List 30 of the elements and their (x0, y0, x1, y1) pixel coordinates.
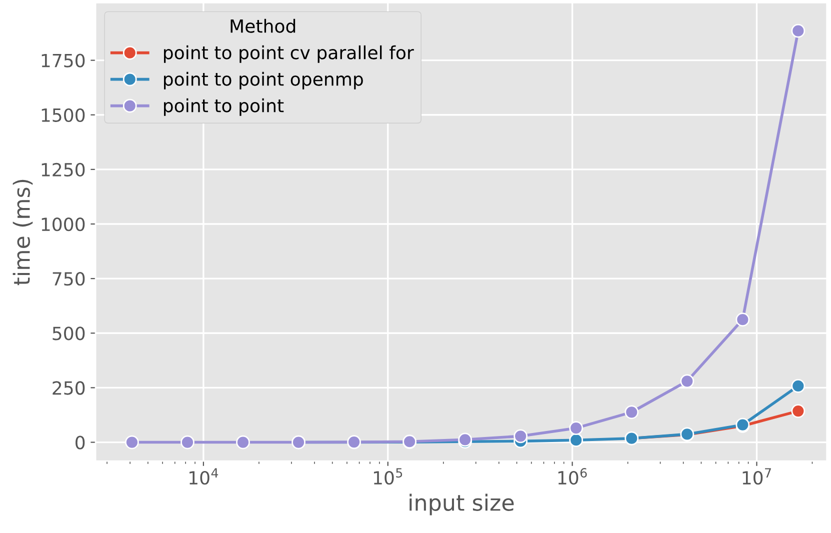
y-tick-label: 1500 (42, 108, 85, 122)
point (236, 435, 250, 450)
y-tick-label: 750 (52, 272, 85, 286)
point (125, 435, 139, 450)
legend-label: point to point openmp (164, 72, 363, 90)
point (624, 405, 639, 420)
legend-label: point to point cv parallel for (164, 45, 414, 63)
y-tick-label: 250 (52, 381, 85, 395)
x-tick-label: 10$^{7}$ (742, 468, 771, 485)
legend-title: Method (230, 18, 296, 33)
x-tick-label: 10$^{6}$ (558, 468, 587, 485)
x-axis-title: input size (410, 494, 514, 516)
point (791, 24, 806, 38)
point (680, 374, 694, 388)
y-tick-label: 0 (76, 436, 85, 450)
point (791, 404, 806, 418)
point (736, 312, 750, 327)
y-tick-label: 500 (52, 326, 85, 340)
point (514, 429, 528, 444)
y-tick-label: 1750 (42, 54, 85, 68)
y-tick-label: 1250 (42, 162, 85, 177)
point (791, 379, 806, 393)
y-tick-label: 1000 (42, 217, 85, 232)
y-axis-title: time (ms) (12, 180, 33, 286)
point (569, 421, 584, 436)
point (180, 435, 194, 450)
x-tick-label: 10$^{5}$ (374, 468, 402, 485)
legend-label: point to point (164, 98, 284, 116)
x-tick-label: 10$^{4}$ (190, 468, 218, 485)
point (569, 433, 584, 448)
